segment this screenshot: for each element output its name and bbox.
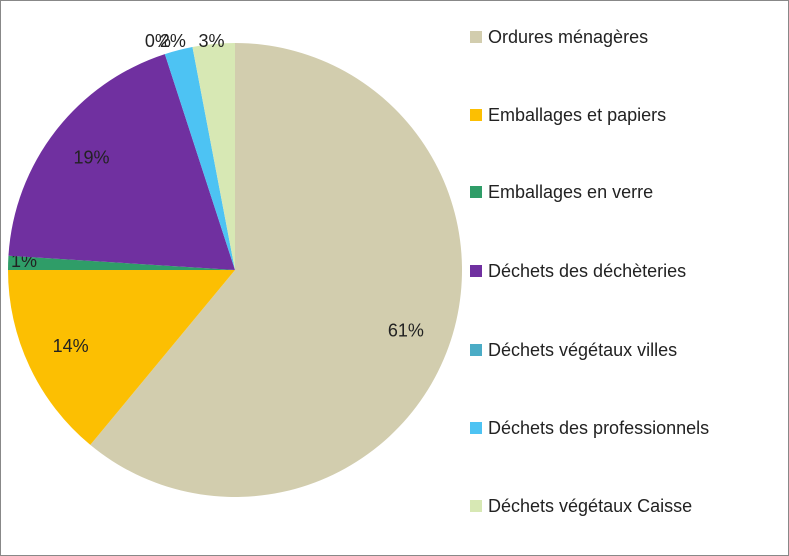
legend-label: Emballages et papiers <box>488 105 667 125</box>
legend-item: Ordures ménagères <box>470 22 713 52</box>
pie-slice <box>192 43 235 270</box>
pie-slice <box>90 43 463 497</box>
legend-label: Déchets des déchèteries <box>488 261 687 281</box>
legend-swatch <box>470 186 482 198</box>
data-label: 61% <box>388 320 424 340</box>
legend-swatch <box>470 500 482 512</box>
legend-swatch <box>470 31 482 43</box>
data-label: 2% <box>160 31 186 51</box>
legend-item: Déchets des déchèteries <box>470 256 713 286</box>
data-label: 14% <box>53 336 89 356</box>
legend-swatch <box>470 422 482 434</box>
data-label: 19% <box>73 147 109 167</box>
data-label: 0% <box>145 31 171 51</box>
legend-label: Déchets végétaux villes <box>488 340 678 360</box>
legend-label: Emballages en verre <box>488 182 654 202</box>
pie-slice <box>7 270 235 445</box>
pie-slice <box>8 255 235 270</box>
legend-swatch <box>470 109 482 121</box>
legend-swatch <box>470 265 482 277</box>
pie-slice <box>8 54 235 271</box>
legend-item: Déchets végétaux Caisse <box>470 491 713 521</box>
legend: Ordures ménagères Emballages et papiers Em… <box>470 0 785 556</box>
legend-item: Déchets végétaux villes <box>470 335 713 365</box>
legend-swatch <box>470 344 482 356</box>
pie-slice <box>164 47 235 270</box>
data-label: 3% <box>198 31 224 51</box>
legend-label: Ordures ménagères <box>488 27 649 47</box>
legend-item: Déchets des professionnels <box>470 413 713 443</box>
legend-label: Déchets végétaux Caisse <box>488 496 693 516</box>
legend-item: Emballages en verre <box>470 177 713 207</box>
legend-label: Déchets des professionnels <box>488 418 710 438</box>
legend-item: Emballages et papiers <box>470 100 713 130</box>
